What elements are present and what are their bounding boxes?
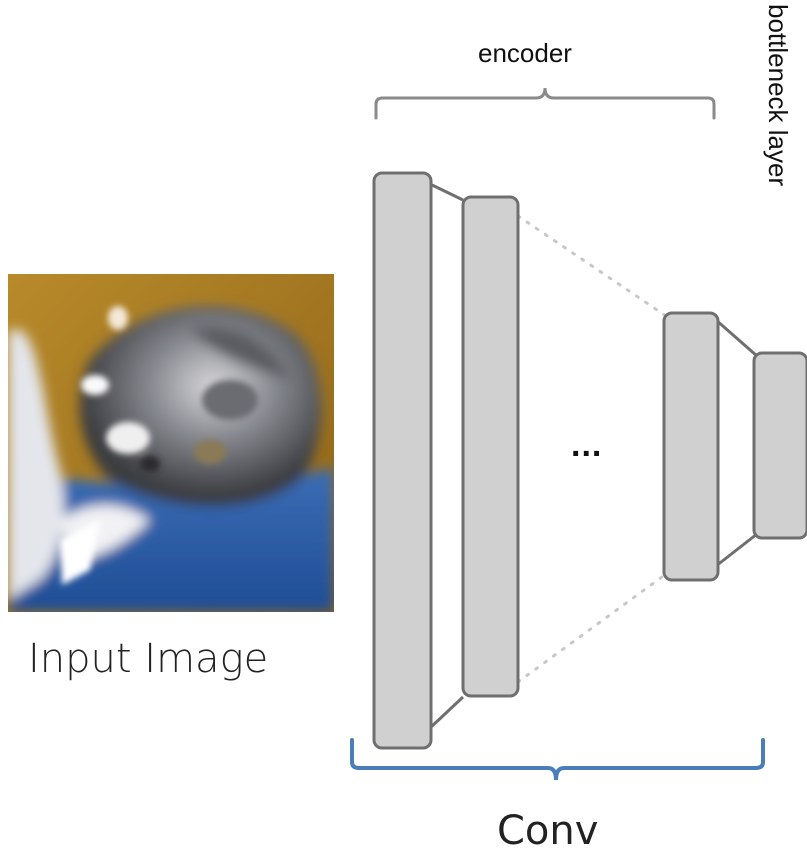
encoder-label: encoder	[478, 38, 572, 68]
bottleneck-layer-label: bottleneck layer	[763, 4, 793, 187]
input-image	[8, 274, 334, 612]
conv-layer-n	[662, 311, 720, 582]
input-image-label: Input Image	[28, 636, 269, 682]
conv-layer-2	[461, 195, 520, 698]
encoder-brace	[374, 87, 716, 120]
conv-label: Conv	[497, 808, 599, 854]
bottleneck-layer	[752, 351, 807, 540]
conv-brace	[350, 738, 765, 781]
conv-layer-1	[372, 171, 433, 750]
layer-connectors	[428, 182, 758, 730]
layers-ellipsis: ...	[571, 426, 603, 464]
